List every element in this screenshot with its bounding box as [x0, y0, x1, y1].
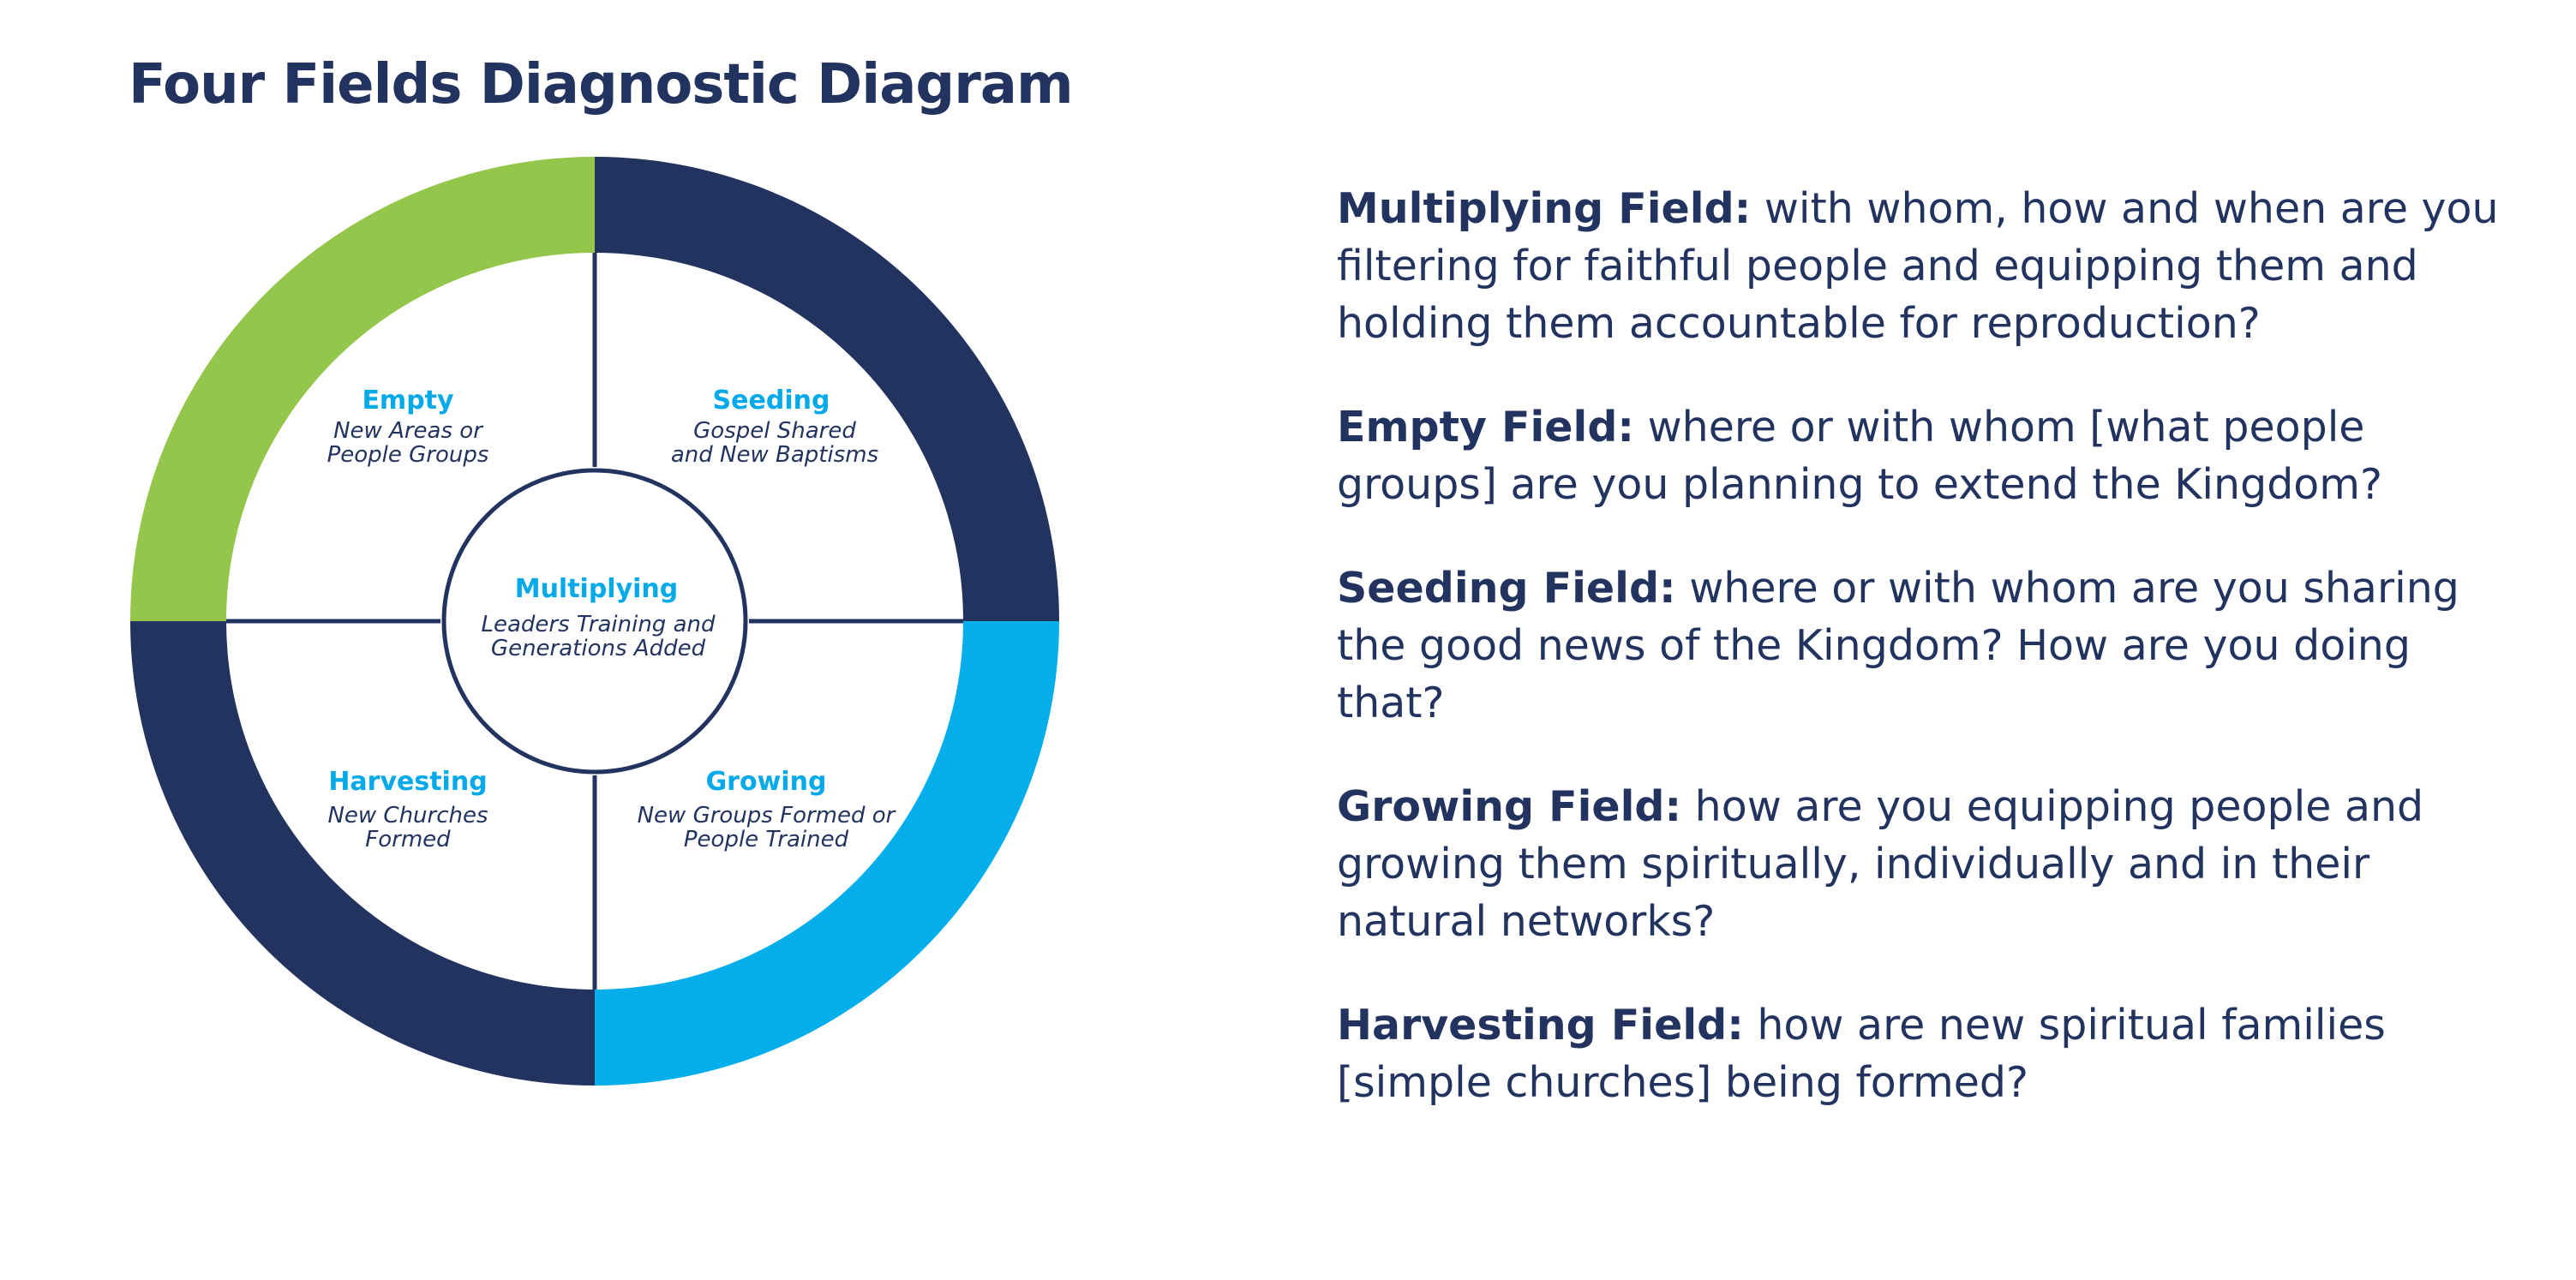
quadrant-empty: Empty New Areas or People Groups	[327, 386, 489, 468]
question-empty: Empty Field: where or with whom [what pe…	[1337, 398, 2519, 513]
question-label: Seeding Field:	[1337, 564, 1676, 613]
question-text: how are new spiritual families [simple c…	[1337, 1001, 2386, 1107]
question-multiplying: Multiplying Field: with whom, how and wh…	[1337, 180, 2519, 352]
quadrant-growing: Growing New Groups Formed or People Trai…	[638, 767, 897, 852]
multiplying-desc-line1: Leaders Training and	[482, 612, 716, 637]
field-questions: Multiplying Field: with whom, how and wh…	[1337, 180, 2519, 1157]
harvesting-title: Harvesting	[328, 767, 487, 797]
question-label: Empty Field:	[1337, 403, 1634, 452]
page-title: Four Fields Diagnostic Diagram	[129, 53, 1074, 117]
question-label: Harvesting Field:	[1337, 1001, 1744, 1050]
growing-title: Growing	[706, 767, 827, 797]
seeding-desc-line1: Gospel Shared	[693, 418, 856, 444]
harvesting-desc-line2: Formed	[365, 827, 451, 852]
ring-growing-segment	[595, 621, 1059, 1086]
four-fields-diagram: Empty New Areas or People Groups Seeding…	[130, 157, 1059, 1086]
empty-desc-line1: New Areas or	[333, 418, 484, 444]
seeding-title: Seeding	[713, 386, 830, 416]
question-growing: Growing Field: how are you equipping peo…	[1337, 778, 2519, 950]
multiplying-desc-line2: Generations Added	[491, 636, 706, 661]
question-label: Growing Field:	[1337, 782, 1682, 831]
empty-title: Empty	[362, 386, 454, 416]
question-text: how are you equipping people and growing…	[1337, 782, 2424, 946]
question-seeding: Seeding Field: where or with whom are yo…	[1337, 559, 2519, 732]
question-text: where or with whom are you sharing the g…	[1337, 564, 2459, 727]
question-text: where or with whom [what people groups] …	[1337, 403, 2383, 509]
growing-desc-line1: New Groups Formed or	[638, 803, 897, 828]
harvesting-desc-line1: New Churches	[327, 803, 488, 828]
ring-seeding-segment	[595, 157, 1059, 621]
question-text: with whom, how and when are you filterin…	[1337, 184, 2499, 348]
seeding-desc-line2: and New Baptisms	[671, 442, 878, 468]
growing-desc-line2: People Trained	[684, 827, 849, 852]
ring-empty-segment	[130, 157, 595, 621]
empty-desc-line2: People Groups	[327, 442, 489, 468]
center-circle	[441, 468, 748, 775]
question-label: Multiplying Field:	[1337, 184, 1752, 233]
quadrant-multiplying: Multiplying Leaders Training and Generat…	[482, 574, 716, 661]
ring-harvesting-segment	[130, 621, 595, 1086]
question-harvesting: Harvesting Field: how are new spiritual …	[1337, 996, 2519, 1111]
quadrant-seeding: Seeding Gospel Shared and New Baptisms	[671, 386, 878, 468]
quadrant-harvesting: Harvesting New Churches Formed	[327, 767, 488, 852]
multiplying-title: Multiplying	[515, 574, 679, 604]
